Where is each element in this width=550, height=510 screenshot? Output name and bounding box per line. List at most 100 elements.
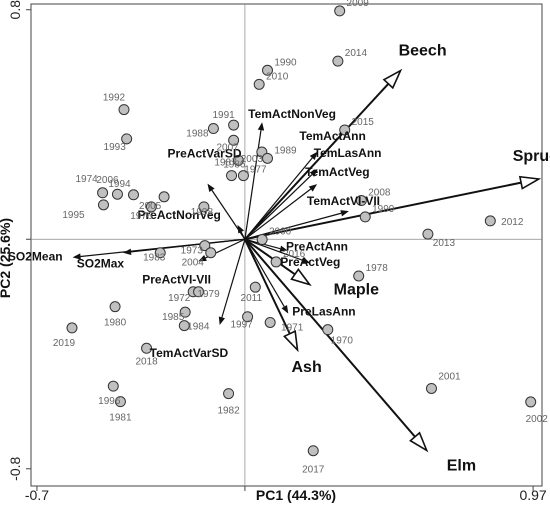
climate-arrowhead-preactveg [301, 257, 311, 264]
year-label-1995: 1995 [62, 210, 85, 221]
species-arrowhead-ash [283, 329, 299, 353]
climate-arrowhead-prelasann [281, 305, 289, 314]
year-label-1987: 1987 [214, 158, 237, 169]
year-point-1977 [237, 170, 249, 182]
year-point-1982 [223, 388, 235, 400]
year-point-1974 [97, 187, 109, 199]
year-point-2008 [355, 195, 367, 207]
year-label-1986: 1986 [223, 159, 246, 170]
year-point-2004 [205, 247, 217, 259]
climate-arrowhead-temactvi-vii [340, 210, 349, 217]
x-tick-label: 0.97 [519, 487, 546, 503]
year-point-2006 [111, 188, 123, 200]
year-label-2014: 2014 [345, 48, 368, 59]
year-label-2000: 2000 [269, 227, 292, 238]
year-point-2014 [332, 55, 344, 67]
y-axis-label: PC2 (25.6%) [0, 218, 13, 298]
year-point-2013 [422, 228, 434, 240]
year-point-2010 [253, 78, 265, 90]
species-vectors [244, 68, 542, 453]
year-label-2013: 2013 [433, 238, 456, 249]
climate-arrowhead-temactann [309, 151, 318, 160]
climate-vector-temactveg [244, 188, 312, 240]
climate-label-preactveg: PreActVeg [280, 255, 340, 269]
year-label-1988: 1988 [186, 129, 209, 140]
climate-label-so2max: SO2Max [77, 257, 125, 271]
climate-label-so2mean: SO2Mean [8, 249, 63, 263]
climate-label-temactvarsd: TemActVarSD [150, 346, 229, 360]
climate-vector-preactveg [244, 238, 303, 261]
climate-label-temactveg: TemActVeg [305, 165, 369, 179]
year-label-1977: 1977 [244, 165, 267, 176]
species-label-spruce: Spruce [513, 148, 550, 165]
year-point-2019 [66, 322, 78, 334]
year-label-1973: 1973 [181, 246, 204, 257]
year-label-1990: 1990 [274, 57, 297, 68]
year-label-1985: 1985 [162, 312, 185, 323]
species-arrowhead-maple [290, 267, 312, 287]
year-label-1971: 1971 [281, 322, 304, 333]
species-arrowhead-spruce [518, 175, 542, 190]
species-vector-maple [244, 238, 296, 276]
year-label-1976: 1976 [130, 211, 153, 222]
y-tick-label: -0.8 [7, 457, 23, 481]
year-point-1984 [178, 320, 190, 332]
year-point-1998 [198, 201, 210, 213]
year-label-2017: 2017 [302, 465, 325, 476]
year-point-1979 [193, 286, 205, 298]
year-label-1998: 1998 [191, 207, 214, 218]
year-label-1983: 1983 [143, 253, 166, 264]
year-point-1973 [199, 240, 211, 252]
year-point-2016 [270, 256, 282, 268]
year-label-2015: 2015 [352, 117, 375, 128]
year-point-2000 [256, 234, 268, 246]
species-vector-elm [244, 238, 416, 438]
year-label-1981: 1981 [109, 413, 132, 424]
labels: TemActNonVeg TemActAnn TemLasAnn TemActVeg T… [8, 0, 550, 476]
x-tick-label: -0.7 [25, 487, 49, 503]
x-axis-label: PC1 (44.3%) [256, 487, 336, 503]
climate-vector-so2max [130, 238, 245, 253]
year-point-1985 [179, 306, 191, 318]
climate-arrowhead-preactnonveg [237, 224, 244, 234]
year-label-1994: 1994 [108, 179, 131, 190]
year-point-1993 [121, 133, 133, 145]
year-label-2012: 2012 [501, 217, 524, 228]
plot-border [30, 3, 543, 487]
year-point-1986 [232, 154, 244, 166]
year-label-1991: 1991 [212, 110, 235, 121]
year-label-2011: 2011 [241, 293, 263, 304]
climate-label-preactvi-vii: PreActVI-VII [142, 272, 211, 286]
climate-arrowhead-temactnonveg [257, 122, 265, 131]
year-label-1970: 1970 [331, 336, 354, 347]
year-label-2005: 2005 [139, 201, 162, 212]
climate-label-preactnonveg: PreActNonVeg [137, 208, 220, 222]
year-label-2009: 2009 [347, 0, 370, 9]
climate-label-preactvarsd: PreActVarSD [167, 147, 241, 161]
year-label-2007: 2007 [216, 142, 239, 153]
climate-arrowhead-temactvarsd [218, 316, 225, 326]
year-point-1970 [322, 324, 334, 336]
year-label-1996: 1996 [98, 396, 121, 407]
species-label-ash: Ash [291, 359, 321, 376]
year-point-2001 [425, 382, 437, 394]
year-label-2002: 2002 [526, 414, 549, 425]
year-label-1980: 1980 [104, 318, 127, 329]
year-label-2006: 2006 [96, 175, 119, 186]
climate-arrowhead-preactann [279, 245, 288, 252]
year-point-2002 [525, 396, 537, 408]
species-vector-beech [244, 83, 390, 240]
year-point-2007 [228, 134, 240, 146]
species-arrowhead-elm [409, 431, 429, 453]
year-point-1987 [226, 170, 238, 182]
year-label-1984: 1984 [187, 322, 210, 333]
year-point-2015 [339, 124, 351, 136]
year-point-2005 [158, 191, 170, 203]
year-label-2016: 2016 [283, 249, 306, 260]
year-point-1994 [127, 189, 139, 201]
climate-label-preactann: PreActAnn [286, 240, 348, 254]
year-label-1993: 1993 [104, 142, 127, 153]
year-label-2004: 2004 [182, 258, 205, 269]
year-point-1976 [145, 201, 157, 213]
